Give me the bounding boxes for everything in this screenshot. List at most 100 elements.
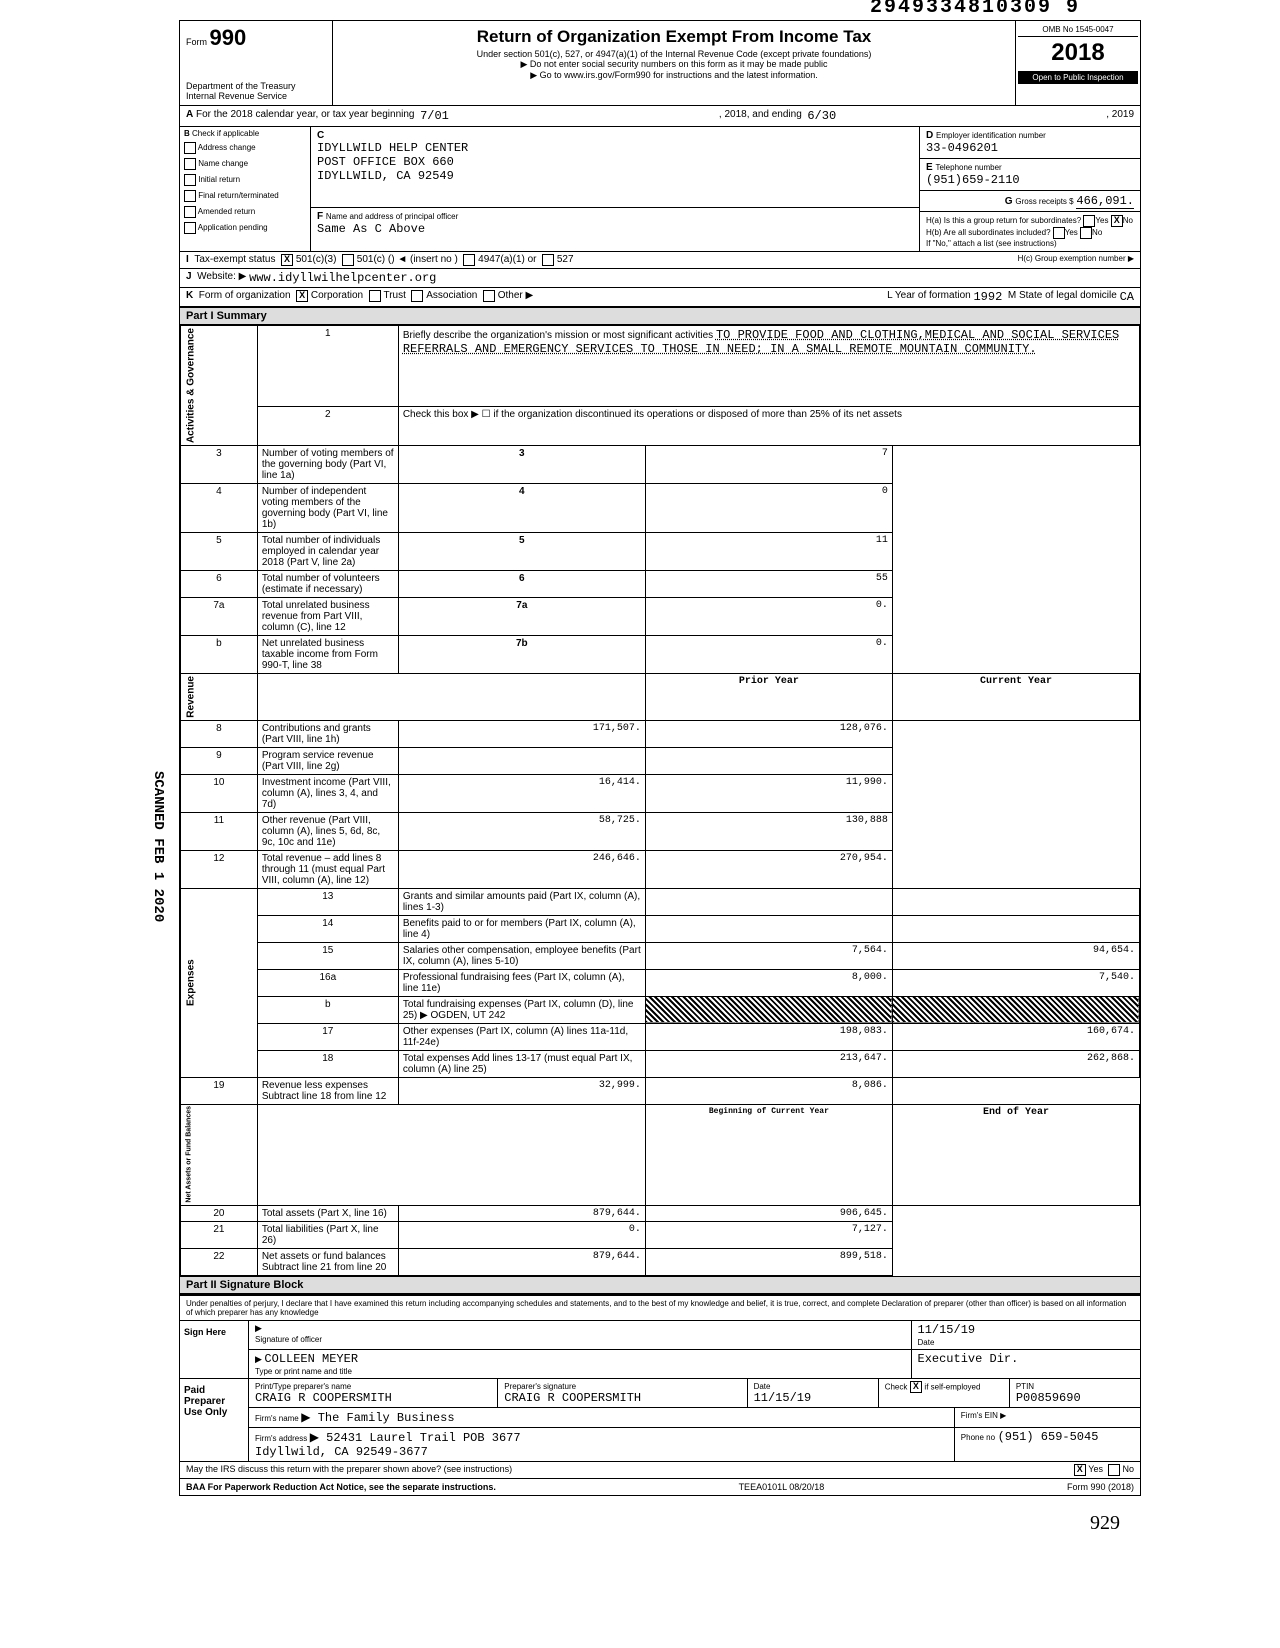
gross-receipts: 466,091. — [1076, 194, 1134, 209]
ptin-label: PTIN — [1016, 1382, 1034, 1391]
line-num: 8 — [181, 720, 258, 747]
check-4947[interactable] — [463, 254, 475, 266]
website-label: Website: ▶ — [197, 271, 246, 285]
ein-value: 33-0496201 — [926, 141, 998, 155]
line-desc: Total liabilities (Part X, line 26) — [257, 1222, 398, 1249]
hb-yes: Yes — [1065, 228, 1078, 237]
label-c: C — [317, 130, 324, 141]
discuss-yes-check[interactable]: X — [1074, 1464, 1086, 1476]
ptin-value: P00859690 — [1016, 1391, 1081, 1405]
line-num: 5 — [181, 533, 258, 571]
check-name-change[interactable] — [184, 158, 196, 170]
col-c-name-addr: C IDYLLWILD HELP CENTER POST OFFICE BOX … — [311, 127, 920, 251]
curr-val: 899,518. — [645, 1249, 892, 1276]
line1-num: 1 — [257, 326, 398, 407]
e-text: Telephone number — [935, 163, 1001, 172]
perjury-text: Under penalties of perjury, I declare th… — [180, 1296, 1140, 1321]
line-num: 22 — [181, 1249, 258, 1276]
row-k: K Form of organization X Corporation Tru… — [180, 288, 1140, 307]
discuss-no-check[interactable] — [1108, 1464, 1120, 1476]
line-num: 10 — [181, 774, 258, 812]
g-text: Gross receipts $ — [1015, 197, 1073, 206]
label-d: D — [926, 130, 933, 141]
netassets-label: Net Assets or Fund Balances — [181, 1104, 258, 1206]
name-label: Type or print name and title — [255, 1367, 352, 1376]
mission-text: Briefly describe the organization's miss… — [403, 330, 713, 341]
check-assoc[interactable] — [411, 290, 423, 302]
tax-year-end: 6/30 — [807, 109, 836, 123]
check-label-1: Name change — [198, 159, 248, 168]
prior-year-header: Prior Year — [645, 674, 892, 721]
header-right: OMB No 1545-0047 2018 Open to Public Ins… — [1015, 21, 1140, 105]
tax-year-begin: 7/01 — [420, 109, 449, 123]
footer-form: Form 990 (2018) — [1067, 1482, 1134, 1492]
ha-no-check[interactable]: X — [1111, 215, 1123, 227]
line-desc: Total fundraising expenses (Part IX, col… — [398, 996, 645, 1023]
opt-assoc: Association — [426, 290, 477, 304]
opt-corp: Corporation — [311, 290, 363, 304]
line-desc: Total number of volunteers (estimate if … — [257, 571, 398, 598]
form-org-label: Form of organization — [199, 290, 291, 304]
year-formation-label: L Year of formation — [887, 290, 971, 304]
label-g: G — [1005, 196, 1013, 207]
website-value: www.idyllwilhelpcenter.org — [249, 271, 436, 285]
check-amended[interactable] — [184, 206, 196, 218]
firm-name-label: Firm's name — [255, 1414, 299, 1423]
opt-527: 527 — [557, 254, 574, 266]
f-value: Same As C Above — [317, 222, 425, 236]
check-label-0: Address change — [198, 143, 256, 152]
org-addr2: IDYLLWILD, CA 92549 — [317, 169, 454, 183]
check-self-employed[interactable]: X — [910, 1381, 922, 1393]
check-final-return[interactable] — [184, 190, 196, 202]
check-527[interactable] — [542, 254, 554, 266]
hb-yes-check[interactable] — [1053, 227, 1065, 239]
label-f: F — [317, 211, 323, 222]
hb-no-check[interactable] — [1080, 227, 1092, 239]
check-initial-return[interactable] — [184, 174, 196, 186]
curr-val: 906,645. — [645, 1206, 892, 1222]
check-app-pending[interactable] — [184, 222, 196, 234]
form-title: Return of Organization Exempt From Incom… — [337, 27, 1011, 47]
check-label-4: Amended return — [198, 207, 255, 216]
omb-number: OMB No 1545-0047 — [1018, 23, 1138, 37]
firm-addr: ▶ 52431 Laurel Trail POB 3677 — [310, 1431, 521, 1445]
line-val: 0. — [645, 636, 892, 674]
line-num: 6 — [181, 571, 258, 598]
line-num: 18 — [257, 1050, 398, 1077]
line-box: 4 — [398, 484, 645, 533]
prior-val: 246,646. — [398, 850, 645, 888]
check-address-change[interactable] — [184, 142, 196, 154]
form-label: Form — [186, 37, 207, 47]
row-a-text2: , 2018, and ending — [719, 109, 802, 123]
line-num: 12 — [181, 850, 258, 888]
col-b-checks: B Check if applicable Address change Nam… — [180, 127, 311, 251]
ha-yes-check[interactable] — [1083, 215, 1095, 227]
state-domicile-label: M State of legal domicile — [1008, 290, 1117, 304]
label-j: J — [186, 271, 192, 285]
line-box: 3 — [398, 446, 645, 484]
curr-val: 270,954. — [645, 850, 892, 888]
line-num: 16a — [257, 969, 398, 996]
sign-here-label: Sign Here — [180, 1321, 249, 1378]
check-501c[interactable] — [342, 254, 354, 266]
check-other[interactable] — [483, 290, 495, 302]
signature-block: Under penalties of perjury, I declare th… — [180, 1294, 1140, 1479]
check-label-2: Initial return — [198, 175, 240, 184]
check-501c3[interactable]: X — [281, 254, 293, 266]
row-a: A For the 2018 calendar year, or tax yea… — [180, 106, 1140, 127]
prior-val — [645, 915, 892, 942]
opt-501c-b: ) ◄ (insert no ) — [391, 254, 458, 266]
prep-name: CRAIG R COOPERSMITH — [255, 1391, 392, 1405]
curr-val: 160,674. — [892, 1023, 1139, 1050]
org-addr1: POST OFFICE BOX 660 — [317, 155, 454, 169]
check-corp[interactable]: X — [296, 290, 308, 302]
check-trust[interactable] — [369, 290, 381, 302]
line-desc: Other revenue (Part VIII, column (A), li… — [257, 812, 398, 850]
prep-sig-label: Preparer's signature — [504, 1382, 576, 1391]
line-desc: Net unrelated business taxable income fr… — [257, 636, 398, 674]
line-num: b — [181, 636, 258, 674]
line-desc: Total expenses Add lines 13-17 (must equ… — [398, 1050, 645, 1077]
firm-addr-label: Firm's address — [255, 1434, 307, 1443]
prior-val: 879,644. — [398, 1249, 645, 1276]
line-desc: Program service revenue (Part VIII, line… — [257, 747, 398, 774]
